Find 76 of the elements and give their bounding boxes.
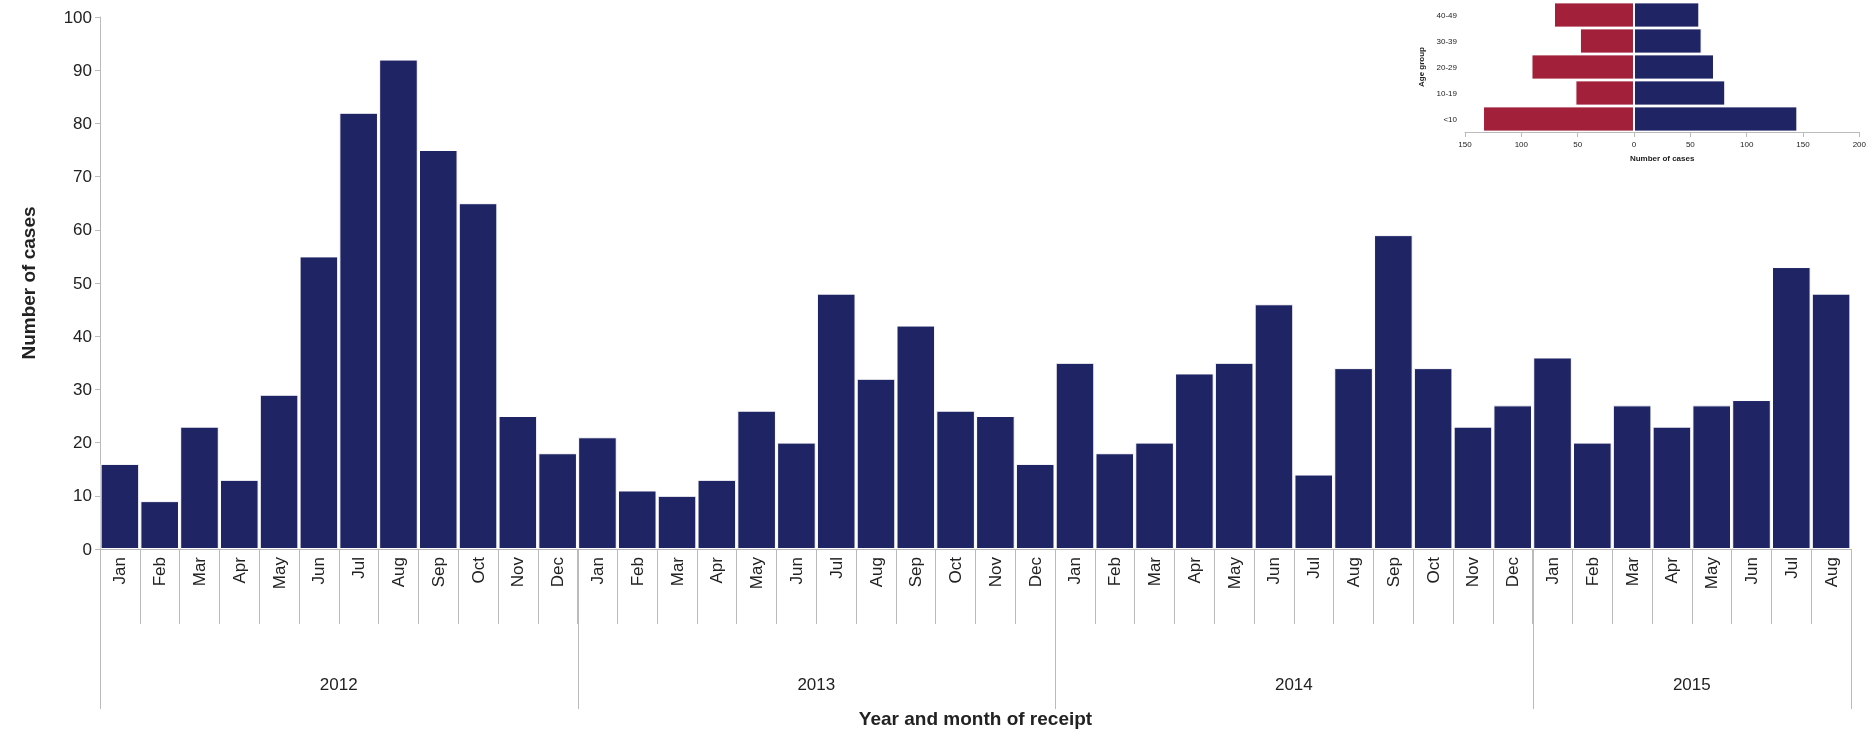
x-tick-label: Aug xyxy=(1821,557,1841,588)
y-tick-label: 10-19 xyxy=(1436,88,1458,98)
x-tick-label: Dec xyxy=(548,556,568,588)
x-tick-label: Aug xyxy=(1344,557,1364,588)
x-tick-label: 200 xyxy=(1852,139,1867,149)
text: 2014 xyxy=(1274,675,1313,695)
text: 2015 xyxy=(1672,675,1711,695)
x-tick-label: Aug xyxy=(866,557,886,588)
x-tick-label: Oct xyxy=(1423,556,1443,584)
x-tick-label: Sep xyxy=(428,557,448,588)
y-tick-label: 40 xyxy=(73,326,92,346)
x-tick-label: Jul xyxy=(349,557,369,579)
x-tick-label: Jun xyxy=(309,557,329,585)
x-tick-label: Jul xyxy=(1304,557,1324,579)
x-tick-label: Jan xyxy=(587,557,607,585)
y-tick-label: 30 xyxy=(73,379,92,399)
x-axis-title: Year and month of receipt xyxy=(858,708,1093,729)
x-tick-label: Mar xyxy=(1622,556,1642,587)
x-tick-label: Jul xyxy=(826,557,846,579)
y-tick-label: 20-29 xyxy=(1436,62,1458,72)
x-tick-label: Mar xyxy=(1145,556,1165,587)
x-tick-label: Aug xyxy=(388,557,408,588)
x-tick-label: Jan xyxy=(110,557,130,585)
x-tick-label: Dec xyxy=(1025,556,1045,588)
x-tick-label: 100 xyxy=(1514,139,1529,149)
y-axis-title: Age group xyxy=(1416,46,1426,87)
x-tick-label: May xyxy=(269,556,289,590)
y-tick-label: 90 xyxy=(73,60,92,80)
x-tick-label: Nov xyxy=(1463,556,1483,588)
x-tick-label: 100 xyxy=(1739,139,1754,149)
x-tick-label: Nov xyxy=(508,556,528,588)
x-tick-label: 150 xyxy=(1796,139,1811,149)
text: 2012 xyxy=(319,675,358,695)
y-tick-label: 30-39 xyxy=(1436,36,1458,46)
x-tick-label: Oct xyxy=(946,556,966,584)
x-tick-label: May xyxy=(1702,556,1722,590)
x-tick-label: Jul xyxy=(1781,557,1801,579)
x-tick-label: 0 xyxy=(1631,139,1637,149)
y-tick-label: 10 xyxy=(73,486,92,506)
x-tick-label: Oct xyxy=(468,556,488,584)
x-tick-label: Jan xyxy=(1065,557,1085,585)
x-tick-label: Feb xyxy=(627,557,647,587)
y-tick-label: 100 xyxy=(63,7,92,27)
y-tick-label: 60 xyxy=(73,220,92,240)
x-tick-label: 50 xyxy=(1685,139,1696,149)
y-tick-label: 0 xyxy=(82,539,92,559)
x-tick-label: Jan xyxy=(1543,557,1563,585)
x-tick-label: Feb xyxy=(1582,557,1602,587)
y-tick-label: 50 xyxy=(73,273,92,293)
x-tick-label: Mar xyxy=(189,556,209,587)
x-tick-label: Jun xyxy=(1742,557,1762,585)
x-tick-label: May xyxy=(1224,556,1244,590)
x-axis-title: Number of cases xyxy=(1629,153,1695,163)
x-tick-label: Nov xyxy=(985,556,1005,588)
x-tick-label: Apr xyxy=(1184,556,1204,584)
x-tick-label: Sep xyxy=(906,557,926,588)
x-tick-label: Feb xyxy=(150,557,170,587)
x-tick-label: Mar xyxy=(667,556,687,587)
y-tick-label: 70 xyxy=(73,167,92,187)
y-tick-label: 40-49 xyxy=(1436,10,1458,20)
y-tick-label: 20 xyxy=(73,433,92,453)
y-axis-title: Number of cases xyxy=(18,206,39,360)
x-tick-label: Feb xyxy=(1105,557,1125,587)
text: 2013 xyxy=(797,675,836,695)
x-tick-label: Jun xyxy=(786,557,806,585)
x-tick-label: Apr xyxy=(1662,556,1682,584)
x-tick-label: 150 xyxy=(1458,139,1473,149)
x-tick-label: May xyxy=(747,556,767,590)
x-tick-label: 50 xyxy=(1573,139,1583,149)
x-tick-label: Sep xyxy=(1383,557,1403,588)
y-tick-label: 80 xyxy=(73,113,92,133)
y-tick-label: <10 xyxy=(1443,114,1458,124)
x-tick-label: Apr xyxy=(229,556,249,584)
x-tick-label: Apr xyxy=(707,556,727,584)
x-tick-label: Dec xyxy=(1503,556,1523,588)
x-tick-label: Jun xyxy=(1264,557,1284,585)
